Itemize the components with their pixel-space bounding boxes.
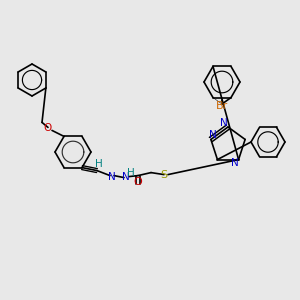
Text: O: O: [134, 177, 142, 187]
Text: N: N: [220, 118, 228, 128]
Text: N: N: [209, 130, 217, 140]
Text: Br: Br: [216, 101, 228, 111]
Text: O: O: [44, 123, 52, 134]
Text: N: N: [122, 172, 130, 182]
Text: N: N: [108, 172, 116, 182]
Text: S: S: [160, 169, 168, 180]
Text: H: H: [95, 159, 103, 169]
Text: H: H: [127, 168, 135, 178]
Text: N: N: [231, 158, 239, 168]
